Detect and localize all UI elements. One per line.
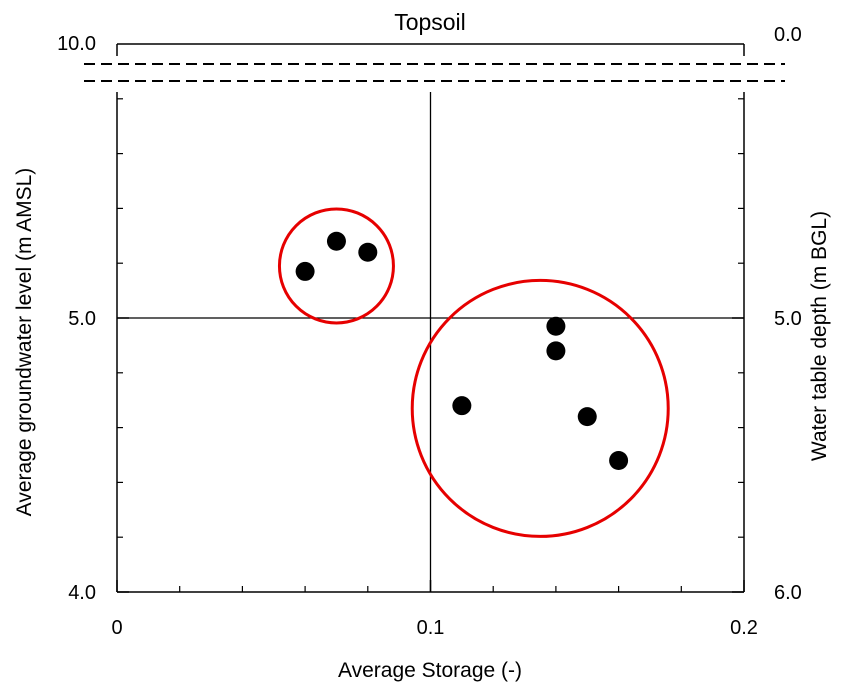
cluster-circle	[277, 207, 395, 325]
y-axis-title-left: Average groundwater level (m AMSL)	[13, 168, 36, 517]
x-tick-label: 0	[111, 617, 122, 639]
y-tick-label-right: 5.0	[774, 308, 802, 330]
x-ticks: 0 0.1 0.2	[111, 580, 758, 639]
data-point	[546, 316, 566, 336]
x-tick-label: 0.2	[730, 617, 758, 639]
chart-title: Topsoil	[394, 9, 466, 35]
y-ticks: 4.0 5.0 6.0 5.0	[68, 308, 802, 604]
data-points	[295, 231, 629, 470]
data-point	[326, 231, 346, 251]
minor-ticks	[117, 98, 744, 592]
data-point	[546, 341, 566, 361]
cluster-circle	[410, 278, 670, 538]
data-point	[358, 242, 378, 262]
y-top-tick-right-label: 0.0	[774, 24, 802, 46]
y-tick-label-right: 6.0	[774, 582, 802, 604]
y-top-tick-left-label: 10.0	[57, 33, 96, 55]
x-tick-label: 0.1	[417, 617, 445, 639]
y-tick-label-left: 5.0	[68, 308, 96, 330]
x-axis-title: Average Storage (-)	[338, 659, 522, 682]
data-point	[609, 450, 629, 470]
y-axis-title-right: Water table depth (m BGL)	[808, 211, 831, 461]
y-tick-label-left: 4.0	[68, 582, 96, 604]
data-point	[295, 261, 315, 281]
data-point	[577, 407, 597, 427]
data-point	[452, 396, 472, 416]
cluster-circles	[277, 207, 670, 538]
